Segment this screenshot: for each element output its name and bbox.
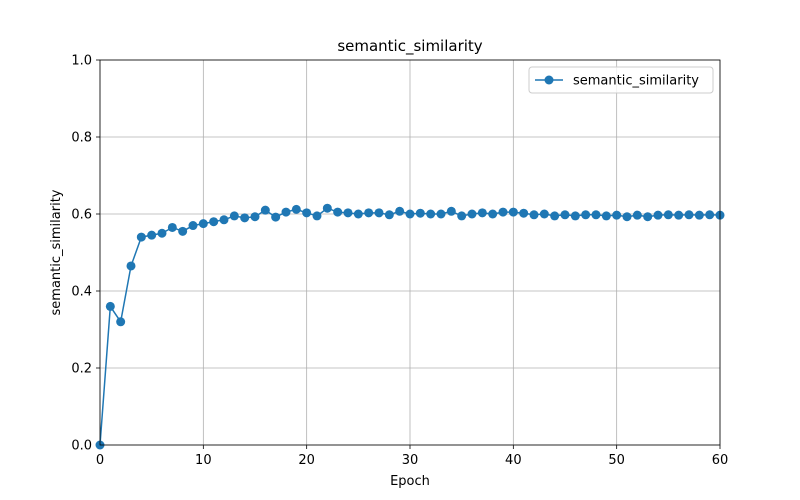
data-point — [519, 208, 529, 218]
data-point — [353, 209, 363, 219]
chart-title: semantic_similarity — [337, 37, 482, 56]
data-point — [302, 208, 312, 218]
data-point — [498, 207, 508, 217]
data-point — [126, 261, 136, 271]
data-point — [198, 219, 208, 229]
data-point — [581, 210, 591, 220]
data-point — [322, 203, 332, 213]
data-point — [364, 208, 374, 218]
data-point — [508, 207, 518, 217]
data-point — [281, 207, 291, 217]
data-point — [105, 301, 115, 311]
data-point — [550, 211, 560, 221]
x-tick-label: 40 — [505, 453, 522, 468]
data-point — [684, 210, 694, 220]
data-point — [632, 210, 642, 220]
x-tick-label: 30 — [402, 453, 419, 468]
data-point — [209, 217, 219, 227]
legend-box — [528, 66, 714, 94]
data-point — [622, 212, 632, 222]
data-point — [219, 215, 229, 225]
y-axis-label: semantic_similarity — [49, 189, 64, 315]
data-point — [488, 209, 498, 219]
data-point — [229, 211, 239, 221]
data-point — [271, 212, 281, 222]
y-tick-label: 0.0 — [71, 439, 92, 454]
data-point — [477, 208, 487, 218]
data-point — [116, 317, 126, 327]
data-point — [705, 210, 715, 220]
data-point — [446, 206, 456, 216]
data-point — [384, 210, 394, 220]
data-point — [591, 210, 601, 220]
data-point — [467, 209, 477, 219]
data-point — [457, 211, 467, 221]
data-point — [653, 210, 663, 220]
data-point — [178, 226, 188, 236]
x-tick-label: 50 — [608, 453, 625, 468]
y-tick-label: 0.4 — [71, 285, 92, 300]
data-point — [674, 210, 684, 220]
legend-label: semantic_similarity — [573, 74, 699, 89]
data-point — [188, 221, 198, 231]
x-tick-label: 20 — [298, 453, 315, 468]
data-point — [147, 230, 157, 240]
data-point — [250, 212, 260, 222]
data-point — [405, 209, 415, 219]
legend-marker — [544, 75, 554, 85]
data-point — [136, 232, 146, 242]
data-point — [374, 208, 384, 218]
data-point — [436, 209, 446, 219]
data-point — [240, 213, 250, 223]
data-point — [539, 209, 549, 219]
x-tick-label: 0 — [96, 453, 104, 468]
y-tick-label: 1.0 — [71, 54, 92, 69]
x-axis-label: Epoch — [390, 474, 430, 489]
data-point — [643, 212, 653, 222]
data-point — [260, 205, 270, 215]
data-point — [601, 211, 611, 221]
data-point — [167, 222, 177, 232]
data-point — [291, 204, 301, 214]
y-tick-label: 0.2 — [71, 362, 92, 377]
y-tick-label: 0.8 — [71, 131, 92, 146]
data-point — [343, 208, 353, 218]
data-point — [560, 210, 570, 220]
data-point — [333, 207, 343, 217]
x-tick-label: 10 — [195, 453, 212, 468]
y-tick-label: 0.6 — [71, 208, 92, 223]
data-point — [529, 210, 539, 220]
data-point — [395, 206, 405, 216]
data-point — [570, 211, 580, 221]
data-point — [426, 209, 436, 219]
data-point — [663, 210, 673, 220]
data-point — [157, 228, 167, 238]
data-point — [415, 208, 425, 218]
axes-frame — [99, 59, 721, 446]
x-tick-label: 60 — [712, 453, 729, 468]
data-point — [612, 210, 622, 220]
data-point — [312, 211, 322, 221]
data-point — [694, 210, 704, 220]
